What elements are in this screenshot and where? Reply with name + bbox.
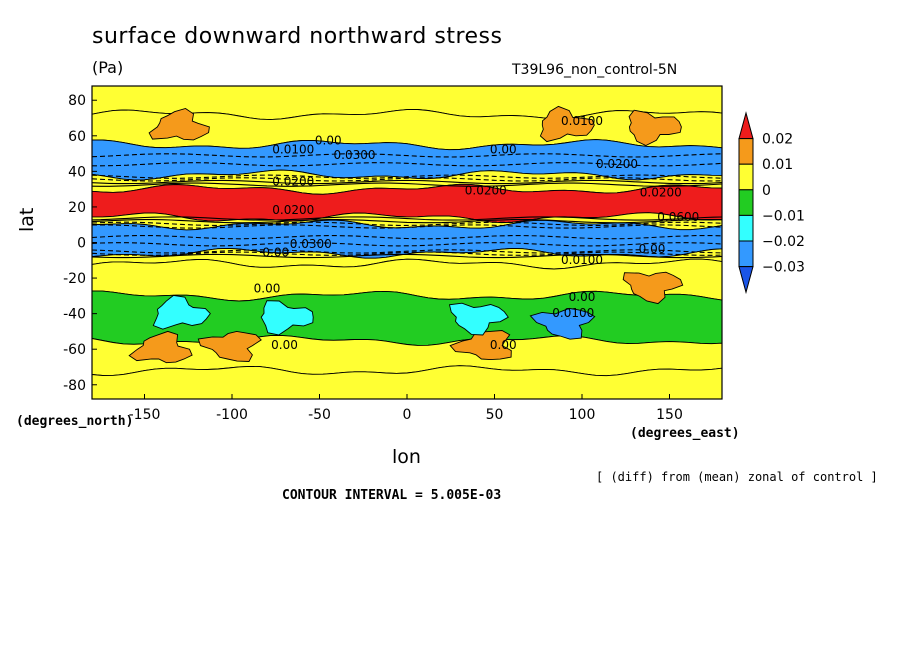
contour-interval: CONTOUR INTERVAL = 5.005E-03: [282, 488, 502, 503]
contour-label: 0.00: [262, 246, 289, 260]
contour-label: 0.0300: [290, 237, 332, 251]
contour-line: [92, 242, 722, 247]
colorbar-swatch: [738, 138, 754, 165]
colorbar-swatch: [738, 189, 754, 216]
colorbar-swatch: [738, 111, 754, 140]
colorbar-swatch: [738, 240, 754, 268]
contour-line: [92, 216, 722, 221]
contour-patch: [448, 302, 509, 336]
run-label: T39L96_non_control-5N: [512, 62, 678, 78]
latitude-band: [92, 365, 722, 399]
contour-line: [92, 235, 722, 240]
y-tick-label: 80: [68, 93, 86, 109]
y-tick-label: 40: [68, 164, 86, 180]
y-tick-label: -40: [63, 307, 86, 323]
contour-line: [92, 174, 722, 179]
contour-line: [92, 224, 722, 229]
x-tick-label: -150: [129, 407, 161, 423]
contour-label: 0.0200: [272, 203, 314, 217]
y-tick-label: -80: [63, 378, 86, 394]
x-axis-label: lon: [392, 446, 421, 468]
chart-title: surface downward northward stress: [92, 24, 503, 49]
colorbar-swatch: [738, 163, 754, 191]
difference-note: [ (diff) from (mean) zonal of control ]: [596, 470, 878, 484]
contour-patch: [260, 300, 314, 336]
units-label: (Pa): [92, 58, 124, 77]
contour-label: 0.0100: [561, 253, 603, 267]
contour-label: 0.00: [569, 290, 596, 304]
contour-label: 0.00: [490, 143, 517, 157]
colorbar-swatch: [738, 266, 754, 295]
contour-line: [92, 179, 722, 185]
contour-patch: [148, 108, 210, 141]
contour-line: [92, 162, 722, 167]
contour-patch: [539, 105, 595, 143]
contour-patch: [197, 330, 262, 362]
contour-label: 0.0200: [596, 157, 638, 171]
colorbar-label: −0.03: [762, 260, 805, 276]
contour-line: [92, 221, 722, 226]
contour-label: 0.0300: [334, 148, 376, 162]
contour-line: [92, 177, 722, 182]
y-tick-label: -20: [63, 271, 86, 287]
contour-line: [92, 249, 722, 254]
colorbar-label: 0.02: [762, 132, 793, 148]
contour-label: 0.00: [315, 134, 342, 148]
contour-label: 0.00: [490, 338, 517, 352]
contour-label: 0.0100: [552, 306, 594, 320]
contour-patch: [628, 109, 682, 146]
contour-label: 0.00: [254, 281, 281, 295]
x-tick-label: -100: [216, 407, 248, 423]
x-tick-label: 100: [569, 407, 596, 423]
contour-patch: [449, 330, 512, 361]
y-tick-label: 0: [77, 236, 86, 252]
y-tick-label: 20: [68, 200, 86, 216]
contour-label: 0.0200: [465, 183, 507, 197]
x-unit-label: (degrees_east): [630, 426, 740, 441]
contour-label: 0.0600: [657, 210, 699, 224]
y-unit-label: (degrees_north): [16, 414, 134, 429]
contour-patch: [128, 330, 193, 364]
contour-line: [92, 182, 722, 187]
x-tick-label: 50: [486, 407, 504, 423]
contour-label: 0.0100: [272, 143, 314, 157]
colorbar-label: 0: [762, 183, 771, 199]
y-tick-label: -60: [63, 342, 86, 358]
contour-label: 0.00: [639, 242, 666, 256]
y-axis-label: lat: [16, 207, 38, 232]
contour-label: 0.0200: [272, 175, 314, 189]
contour-line: [92, 251, 722, 256]
x-tick-label: -50: [308, 407, 331, 423]
colorbar-label: 0.01: [762, 157, 793, 173]
contour-patch: [622, 271, 684, 305]
contour-patch: [529, 307, 596, 340]
contour-line: [92, 219, 722, 224]
contour-label: 0.00: [271, 338, 298, 352]
contour-label: 0.0100: [561, 114, 603, 128]
colorbar-label: −0.01: [762, 208, 805, 224]
colorbar-label: −0.02: [762, 234, 805, 250]
contour-label: 0.0200: [640, 185, 682, 199]
y-tick-label: 60: [68, 129, 86, 145]
colorbar-swatch: [738, 214, 754, 242]
x-tick-label: 0: [403, 407, 412, 423]
contour-line: [92, 153, 722, 158]
x-tick-label: 150: [656, 407, 683, 423]
contour-line: [92, 253, 722, 259]
contour-patch: [152, 294, 211, 330]
